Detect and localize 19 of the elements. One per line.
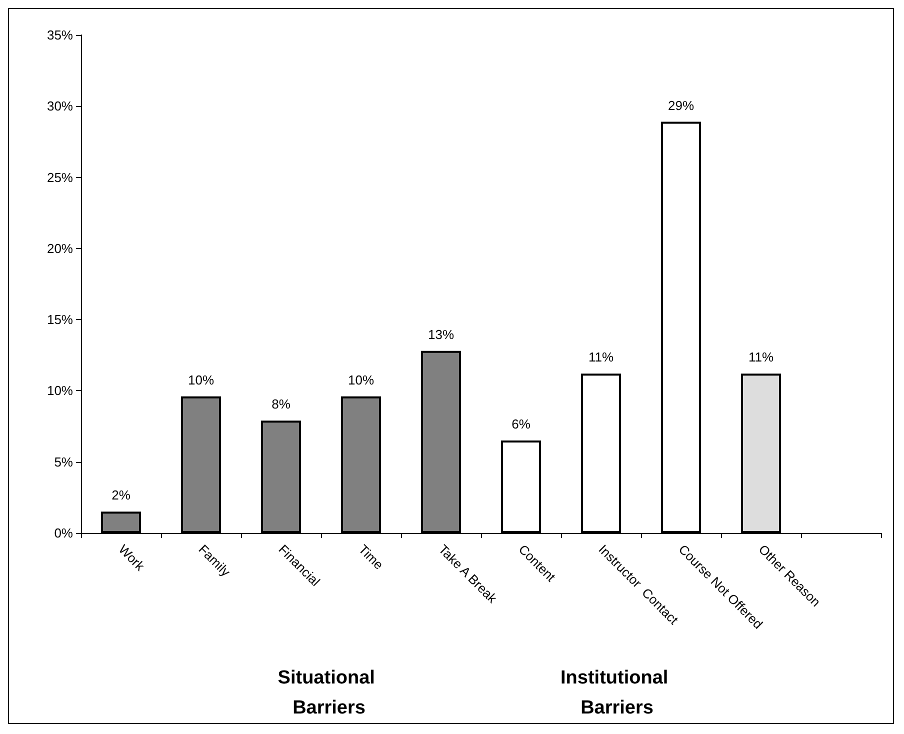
- data-label: 10%: [348, 372, 374, 388]
- y-tick-label: 20%: [46, 240, 74, 256]
- data-label: 10%: [188, 372, 214, 388]
- y-tick-label: 35%: [46, 28, 74, 42]
- y-tick-label: 0%: [54, 526, 74, 540]
- text: Situational Barriers: [278, 668, 380, 718]
- data-label: 2%: [112, 488, 131, 503]
- data-label: 11%: [748, 350, 774, 365]
- data-label: 6%: [512, 416, 531, 432]
- y-tick-label: 15%: [46, 312, 74, 328]
- data-label: 29%: [668, 98, 694, 113]
- y-tick-label: 30%: [46, 98, 74, 114]
- data-label: 11%: [588, 350, 614, 365]
- y-tick-label: 25%: [46, 170, 74, 185]
- data-label: 8%: [272, 396, 291, 412]
- y-tick-label: 5%: [54, 454, 74, 470]
- y-tick-label: 10%: [46, 383, 74, 398]
- text: Institutional Barriers: [560, 668, 674, 718]
- data-label: 13%: [428, 326, 454, 342]
